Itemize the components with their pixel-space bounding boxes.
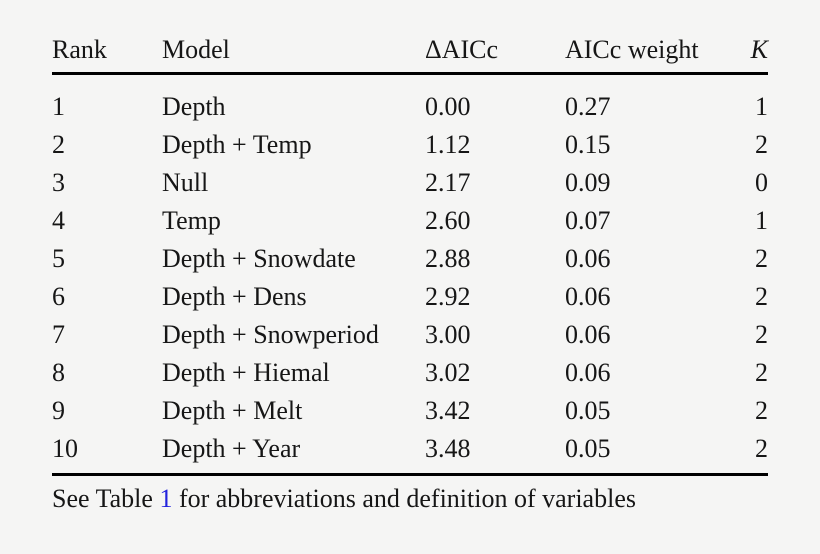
- cell-aicc_weight: 0.09: [565, 168, 611, 197]
- cell-k: 1: [755, 92, 768, 121]
- table-1-link[interactable]: 1: [159, 484, 173, 513]
- cell-rank: 2: [52, 130, 65, 159]
- table-row: 10 Depth + Year 3.48 0.05 2: [52, 430, 768, 468]
- cell-k: 2: [755, 320, 768, 349]
- cell-delta_aicc: 2.60: [425, 206, 471, 235]
- cell-rank: 8: [52, 358, 65, 387]
- cell-model: Depth + Dens: [162, 282, 307, 311]
- cell-k: 2: [755, 396, 768, 425]
- cell-delta_aicc: 3.00: [425, 320, 471, 349]
- cell-aicc_weight: 0.05: [565, 396, 611, 425]
- cell-model: Depth + Hiemal: [162, 358, 330, 387]
- cell-k: 2: [755, 282, 768, 311]
- cell-rank: 5: [52, 244, 65, 273]
- model-selection-table: Rank Model ΔAICc AICc weight K 1 Depth 0.00 0.2…: [52, 28, 768, 514]
- table-row: 7 Depth + Snowperiod 3.00 0.06 2: [52, 316, 768, 354]
- table-row: 1 Depth 0.00 0.27 1: [52, 88, 768, 126]
- cell-model: Depth + Snowdate: [162, 244, 356, 273]
- cell-aicc_weight: 0.06: [565, 358, 611, 387]
- cell-aicc_weight: 0.27: [565, 92, 611, 121]
- cell-rank: 7: [52, 320, 65, 349]
- cell-model: Depth + Snowperiod: [162, 320, 379, 349]
- table-row: 8 Depth + Hiemal 3.02 0.06 2: [52, 354, 768, 392]
- cell-delta_aicc: 1.12: [425, 130, 471, 159]
- table-row: 3 Null 2.17 0.09 0: [52, 164, 768, 202]
- column-header-aicc_weight: AICc weight: [565, 35, 699, 64]
- table-row: 6 Depth + Dens 2.92 0.06 2: [52, 278, 768, 316]
- cell-delta_aicc: 2.88: [425, 244, 471, 273]
- cell-aicc_weight: 0.15: [565, 130, 611, 159]
- cell-model: Depth: [162, 92, 226, 121]
- cell-aicc_weight: 0.06: [565, 244, 611, 273]
- cell-k: 0: [755, 168, 768, 197]
- cell-rank: 9: [52, 396, 65, 425]
- cell-delta_aicc: 0.00: [425, 92, 471, 121]
- cell-delta_aicc: 3.48: [425, 434, 471, 463]
- cell-k: 2: [755, 244, 768, 273]
- cell-model: Depth + Temp: [162, 130, 312, 159]
- bottom-rule: [52, 473, 768, 476]
- column-header-model: Model: [162, 35, 230, 64]
- cell-delta_aicc: 2.17: [425, 168, 471, 197]
- table-row: 5 Depth + Snowdate 2.88 0.06 2: [52, 240, 768, 278]
- cell-k: 1: [755, 206, 768, 235]
- body-top-spacer: [52, 75, 768, 88]
- header-rule: [52, 72, 768, 75]
- cell-model: Depth + Year: [162, 434, 301, 463]
- cell-rank: 10: [52, 434, 78, 463]
- cell-rank: 4: [52, 206, 65, 235]
- table-row: 9 Depth + Melt 3.42 0.05 2: [52, 392, 768, 430]
- column-header-k: K: [750, 35, 768, 64]
- cell-aicc_weight: 0.07: [565, 206, 611, 235]
- table-header-row: Rank Model ΔAICc AICc weight K: [52, 28, 768, 72]
- cell-k: 2: [755, 130, 768, 159]
- cell-model: Depth + Melt: [162, 396, 303, 425]
- cell-model: Null: [162, 168, 209, 197]
- cell-aicc_weight: 0.06: [565, 282, 611, 311]
- cell-rank: 1: [52, 92, 65, 121]
- cell-aicc_weight: 0.06: [565, 320, 611, 349]
- cell-delta_aicc: 3.42: [425, 396, 471, 425]
- footnote-text-suffix: for abbreviations and definition of vari…: [172, 484, 636, 513]
- cell-aicc_weight: 0.05: [565, 434, 611, 463]
- cell-rank: 3: [52, 168, 65, 197]
- cell-k: 2: [755, 358, 768, 387]
- cell-rank: 6: [52, 282, 65, 311]
- table-footnote: See Table 1 for abbreviations and defini…: [52, 484, 768, 514]
- table-body: 1 Depth 0.00 0.27 1 2 Depth + Temp 1.12 0.15 2 3 Nu…: [52, 88, 768, 468]
- cell-k: 2: [755, 434, 768, 463]
- column-header-delta_aicc: ΔAICc: [425, 35, 499, 64]
- cell-delta_aicc: 2.92: [425, 282, 471, 311]
- cell-model: Temp: [162, 206, 221, 235]
- footnote-text-prefix: See Table: [52, 484, 160, 513]
- cell-delta_aicc: 3.02: [425, 358, 471, 387]
- table-row: 4 Temp 2.60 0.07 1: [52, 202, 768, 240]
- column-header-rank: Rank: [52, 35, 107, 64]
- table-row: 2 Depth + Temp 1.12 0.15 2: [52, 126, 768, 164]
